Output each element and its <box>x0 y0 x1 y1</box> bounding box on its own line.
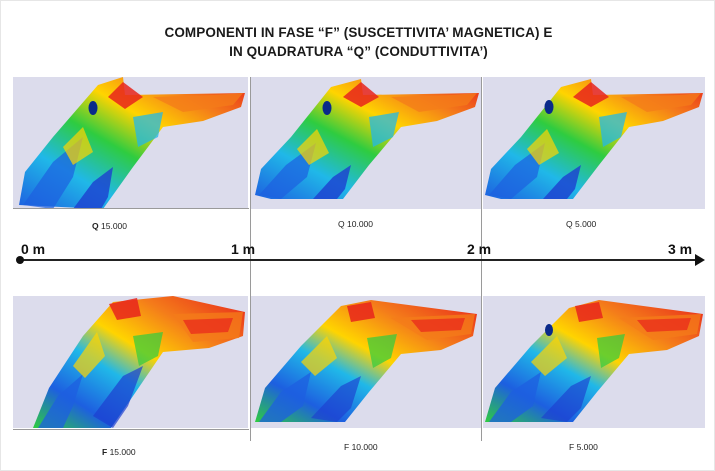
scale-arrow-icon <box>695 254 705 266</box>
map-panel-f-10000 <box>251 296 481 428</box>
susceptibility-map-f-10000 <box>255 300 477 422</box>
map-panel-f-5000 <box>483 296 705 428</box>
susceptibility-map-f-5000 <box>485 300 703 422</box>
map-panel-q-10000 <box>251 77 481 209</box>
map-panel-q-5000 <box>483 77 705 209</box>
scale-label-3m: 3 m <box>668 241 693 257</box>
scale-label-1m: 1 m <box>231 241 256 257</box>
scale-label-2m: 2 m <box>467 241 492 257</box>
figure-title: COMPONENTI IN FASE “F” (SUSCETTIVITA’ MA… <box>1 23 715 61</box>
title-line-1: COMPONENTI IN FASE “F” (SUSCETTIVITA’ MA… <box>164 25 553 40</box>
panel-baseline-left <box>13 208 249 209</box>
caption-f-10000: F 10.000 <box>344 442 378 452</box>
map-panel-q-15000 <box>13 77 248 209</box>
caption-q-5000: Q 5.000 <box>566 219 597 229</box>
scale-origin-dot <box>16 256 24 264</box>
title-line-2: IN QUADRATURA “Q” (CONDUTTIVITA’) <box>229 44 488 59</box>
caption-q-10000: Q 10.000 <box>338 219 373 229</box>
panel-baseline-bottom-left <box>13 429 249 430</box>
caption-f-5000: F 5.000 <box>569 442 598 452</box>
caption-q-15000: Q 15.000 <box>92 221 127 231</box>
conductivity-map-q-15000 <box>19 77 245 209</box>
susceptibility-map-f-15000 <box>33 296 245 428</box>
conductivity-map-q-5000 <box>485 79 703 199</box>
map-panel-f-15000 <box>13 296 248 428</box>
caption-f-15000: F 15.000 <box>102 447 136 457</box>
scale-label-0m: 0 m <box>21 241 46 257</box>
conductivity-map-q-10000 <box>255 79 479 199</box>
scale-bar <box>19 259 699 261</box>
